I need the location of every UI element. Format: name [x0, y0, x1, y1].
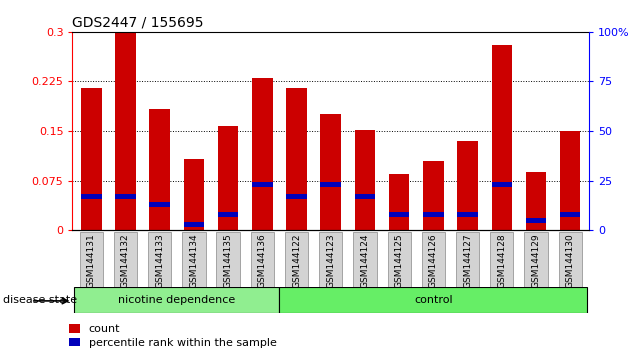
Text: GSM144132: GSM144132	[121, 234, 130, 288]
Bar	[321, 114, 341, 230]
Bar	[148, 232, 171, 287]
Text: GSM144126: GSM144126	[429, 234, 438, 288]
Bar	[252, 182, 273, 187]
Bar	[218, 212, 238, 217]
Bar	[182, 232, 205, 287]
Bar	[81, 194, 101, 199]
Bar	[353, 232, 377, 287]
Bar	[217, 232, 240, 287]
Bar	[81, 88, 101, 230]
Bar	[423, 161, 444, 230]
Bar	[252, 78, 273, 230]
Bar	[149, 202, 170, 207]
Bar	[559, 232, 582, 287]
Bar	[280, 287, 587, 313]
Bar	[251, 232, 274, 287]
Text: GSM144125: GSM144125	[394, 234, 404, 288]
Bar	[218, 126, 238, 230]
Bar	[490, 232, 513, 287]
Text: GSM144123: GSM144123	[326, 234, 335, 288]
Legend: count, percentile rank within the sample: count, percentile rank within the sample	[69, 324, 277, 348]
Bar	[286, 88, 307, 230]
Text: GSM144129: GSM144129	[532, 234, 541, 288]
Text: GDS2447 / 155695: GDS2447 / 155695	[72, 15, 204, 29]
Bar	[491, 182, 512, 187]
Text: GSM144134: GSM144134	[190, 234, 198, 288]
Bar	[319, 232, 342, 287]
Text: control: control	[414, 295, 453, 305]
Bar	[321, 182, 341, 187]
Text: nicotine dependence: nicotine dependence	[118, 295, 236, 305]
Bar	[74, 287, 280, 313]
Bar	[183, 159, 204, 230]
Text: GSM144136: GSM144136	[258, 234, 267, 288]
Text: disease state: disease state	[3, 295, 77, 305]
Text: GSM144128: GSM144128	[497, 234, 507, 288]
Bar	[285, 232, 308, 287]
Bar	[456, 232, 479, 287]
Bar	[355, 194, 375, 199]
Bar	[560, 131, 580, 230]
Bar	[457, 212, 478, 217]
Bar	[389, 212, 410, 217]
Bar	[421, 232, 445, 287]
Bar	[115, 32, 135, 230]
Bar	[115, 194, 135, 199]
Bar	[114, 232, 137, 287]
Text: GSM144131: GSM144131	[87, 234, 96, 288]
Bar	[79, 232, 103, 287]
Bar	[526, 172, 546, 230]
Text: GSM144133: GSM144133	[155, 234, 164, 288]
Text: GSM144130: GSM144130	[566, 234, 575, 288]
Bar	[491, 45, 512, 230]
Bar	[457, 141, 478, 230]
Text: GSM144124: GSM144124	[360, 234, 369, 288]
Bar	[423, 212, 444, 217]
Bar	[560, 212, 580, 217]
Bar	[355, 130, 375, 230]
Text: GSM144127: GSM144127	[463, 234, 472, 288]
Text: GSM144135: GSM144135	[224, 234, 232, 288]
Bar	[524, 232, 547, 287]
Bar	[389, 174, 410, 230]
Bar	[149, 109, 170, 230]
Bar	[286, 194, 307, 199]
Bar	[526, 218, 546, 223]
Bar	[183, 222, 204, 227]
Bar	[387, 232, 411, 287]
Text: GSM144122: GSM144122	[292, 234, 301, 288]
